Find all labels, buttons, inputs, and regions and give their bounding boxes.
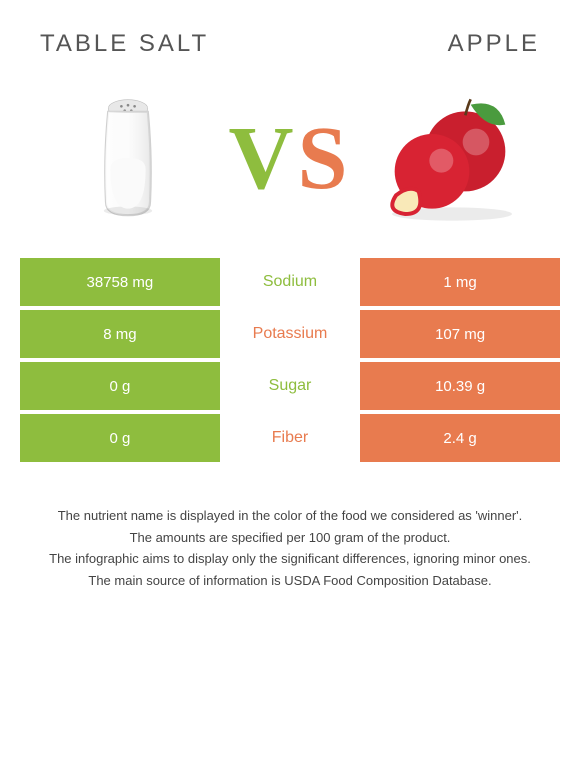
vs-label: VS <box>228 107 351 210</box>
left-value: 8 mg <box>20 310 220 358</box>
left-value: 38758 mg <box>20 258 220 306</box>
right-value: 1 mg <box>360 258 560 306</box>
table-row: 0 g Sugar 10.39 g <box>20 362 560 414</box>
comparison-table: 38758 mg Sodium 1 mg 8 mg Potassium 107 … <box>20 258 560 466</box>
hero-row: VS <box>20 68 560 258</box>
footer-line: The infographic aims to display only the… <box>30 549 550 569</box>
nutrient-label: Potassium <box>220 310 360 358</box>
table-row: 38758 mg Sodium 1 mg <box>20 258 560 310</box>
nutrient-label: Sugar <box>220 362 360 410</box>
vs-v: V <box>228 109 297 208</box>
vs-s: S <box>297 109 351 208</box>
left-value: 0 g <box>20 414 220 462</box>
right-value: 2.4 g <box>360 414 560 462</box>
footer-line: The nutrient name is displayed in the co… <box>30 506 550 526</box>
nutrient-label: Sodium <box>220 258 360 306</box>
footer-line: The main source of information is USDA F… <box>30 571 550 591</box>
nutrient-label: Fiber <box>220 414 360 462</box>
salt-shaker-icon <box>48 78 208 238</box>
footer-notes: The nutrient name is displayed in the co… <box>20 466 560 590</box>
right-value: 107 mg <box>360 310 560 358</box>
apple-icon <box>372 78 532 238</box>
table-row: 8 mg Potassium 107 mg <box>20 310 560 362</box>
footer-line: The amounts are specified per 100 gram o… <box>30 528 550 548</box>
right-title: Apple <box>448 30 540 58</box>
right-value: 10.39 g <box>360 362 560 410</box>
left-value: 0 g <box>20 362 220 410</box>
table-row: 0 g Fiber 2.4 g <box>20 414 560 466</box>
title-row: Table salt Apple <box>20 0 560 68</box>
left-title: Table salt <box>40 30 209 58</box>
